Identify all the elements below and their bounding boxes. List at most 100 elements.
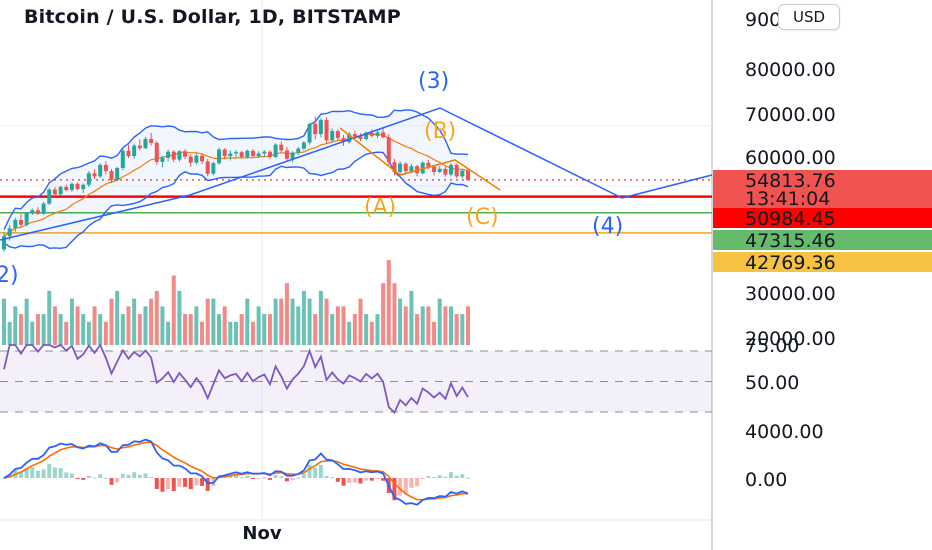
candle-body bbox=[335, 131, 340, 139]
macd-histogram-bar bbox=[109, 478, 114, 485]
macd-histogram-bar bbox=[92, 477, 97, 479]
volume-bar bbox=[449, 306, 454, 345]
macd-histogram-bar bbox=[64, 472, 69, 478]
time-axis[interactable]: Nov bbox=[242, 523, 281, 544]
candle-body bbox=[132, 145, 137, 157]
macd-line bbox=[3, 438, 469, 506]
candle-body bbox=[81, 184, 86, 190]
volume-bar bbox=[250, 321, 255, 345]
candle-body bbox=[2, 236, 6, 250]
macd-histogram-bar bbox=[352, 478, 357, 483]
volume-bar bbox=[443, 306, 448, 345]
price-axis-label: 30000.00 bbox=[745, 283, 836, 305]
volume-bar bbox=[171, 275, 176, 345]
candle-body bbox=[341, 138, 346, 143]
candle-body bbox=[115, 168, 120, 180]
macd-histogram-bar bbox=[301, 473, 306, 478]
macd-histogram-bar bbox=[86, 476, 91, 478]
horizontal-levels bbox=[0, 179, 712, 234]
volume-bar bbox=[330, 314, 335, 345]
price-tag-value: 50984.45 bbox=[745, 208, 836, 230]
candle-body bbox=[301, 142, 306, 149]
candle-body bbox=[386, 137, 391, 163]
volume-bar bbox=[273, 298, 278, 345]
candle-body bbox=[41, 203, 46, 214]
macd-histogram-bar bbox=[177, 478, 182, 487]
macd-histogram-bar bbox=[183, 478, 188, 487]
candle-body bbox=[398, 163, 403, 172]
candle-body bbox=[454, 164, 459, 177]
macd-histogram-bar bbox=[47, 464, 52, 478]
currency-button[interactable]: USD bbox=[778, 4, 840, 30]
volume-bar bbox=[205, 298, 210, 345]
bollinger-fill bbox=[4, 109, 468, 249]
price-tag-value: 54813.76 bbox=[745, 170, 836, 192]
volume-bar bbox=[296, 306, 301, 345]
candle-body bbox=[369, 132, 374, 136]
volume-bar bbox=[18, 314, 23, 345]
wave-label: 2) bbox=[0, 263, 19, 288]
volume-bar bbox=[375, 314, 380, 345]
macd-histogram-bar bbox=[454, 475, 459, 478]
candle-body bbox=[392, 162, 397, 172]
volume-bar bbox=[347, 321, 352, 345]
volume-bar bbox=[81, 314, 86, 345]
candle-body bbox=[171, 151, 176, 160]
volume-bar bbox=[392, 283, 397, 345]
price-axis-label: 70000.00 bbox=[745, 104, 836, 126]
volume-bar bbox=[415, 314, 420, 345]
volume-bar bbox=[52, 306, 57, 345]
macd-histogram-bar bbox=[245, 475, 250, 478]
volume-bar bbox=[30, 321, 35, 345]
candle-body bbox=[103, 164, 108, 172]
candle-body bbox=[143, 138, 148, 149]
volume-bar bbox=[75, 306, 80, 345]
macd-histogram-bar bbox=[52, 467, 57, 478]
volume-bar bbox=[98, 314, 103, 345]
volume-bar bbox=[154, 290, 159, 345]
candle-body bbox=[273, 144, 278, 157]
volume-bar bbox=[318, 290, 323, 345]
price-tag-bg bbox=[713, 230, 932, 250]
macd-histogram-bar bbox=[398, 478, 403, 496]
volume-bar bbox=[188, 314, 193, 345]
macd-histogram-bar bbox=[24, 468, 29, 478]
price-tag-value: 47315.46 bbox=[745, 230, 836, 252]
price-tag-value: 42769.36 bbox=[745, 252, 836, 274]
candle-body bbox=[160, 157, 165, 162]
macd-histogram-bar bbox=[369, 478, 374, 481]
candle-body bbox=[64, 186, 69, 190]
candle-body bbox=[183, 151, 188, 157]
macd-histogram-bar bbox=[358, 478, 363, 484]
macd-histogram-bar bbox=[364, 478, 369, 481]
volume-bar bbox=[92, 306, 97, 345]
volume-bar bbox=[335, 306, 340, 345]
candle-body bbox=[109, 171, 114, 180]
candle-body bbox=[279, 144, 284, 151]
candle-body bbox=[205, 161, 210, 174]
volume-bar bbox=[426, 306, 431, 345]
macd-histogram-bar bbox=[194, 478, 199, 486]
abc-correction-line bbox=[339, 127, 501, 191]
macd-histogram-bar bbox=[200, 478, 205, 486]
volume-bar bbox=[454, 314, 459, 345]
macd-histogram-bar bbox=[41, 469, 46, 478]
volume-bar bbox=[149, 298, 154, 345]
macd-histogram-bar bbox=[415, 478, 420, 487]
candle-body bbox=[313, 124, 318, 135]
volume-bar bbox=[313, 314, 318, 345]
volume-bar bbox=[58, 314, 63, 345]
price-tag-bg bbox=[713, 170, 932, 208]
volume-bar bbox=[228, 321, 233, 345]
wave-label: (4) bbox=[592, 214, 623, 239]
chart-title: Bitcoin / U.S. Dollar, 1D, BITSTAMP bbox=[24, 6, 401, 28]
volume-bar bbox=[403, 306, 408, 345]
candle-body bbox=[35, 210, 40, 214]
macd-histogram-bar bbox=[426, 476, 431, 478]
wave-label: (C) bbox=[466, 205, 499, 230]
volume-bar bbox=[420, 306, 425, 345]
macd-histogram-bar bbox=[149, 476, 154, 478]
macd-histogram-bar bbox=[262, 477, 267, 479]
candle-body bbox=[352, 134, 357, 137]
